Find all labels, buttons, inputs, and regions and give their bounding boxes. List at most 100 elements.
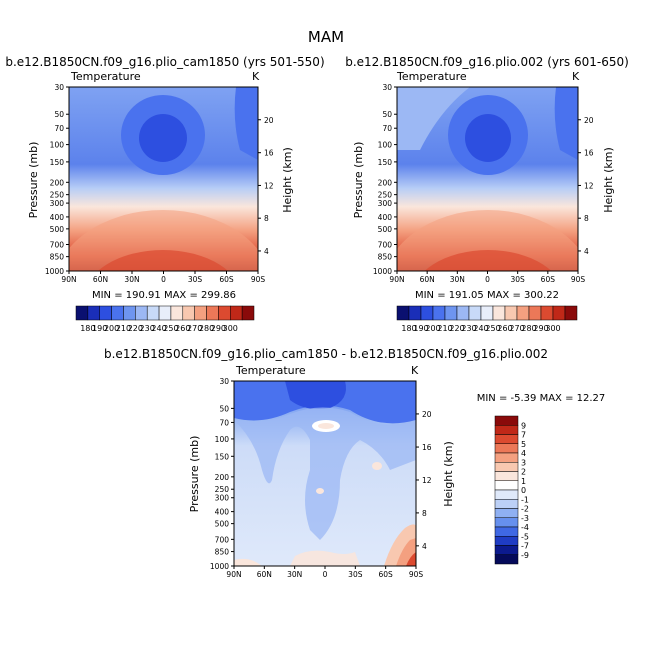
panel-3-xtick-label: 30N — [287, 570, 302, 579]
panel-1-y2tick-label: 20 — [264, 116, 274, 125]
panel-2-ytick-label: 1000 — [373, 267, 392, 276]
panel-1-colorbar-label: 200 — [104, 324, 119, 333]
panel-2-colorbar-label: 280 — [521, 324, 536, 333]
panel-3-colorbar-label: 4 — [521, 449, 526, 458]
panel-1-colorbar-label: 230 — [140, 324, 155, 333]
panel-3-colorbar-label: -1 — [521, 495, 529, 504]
panel-3-plot-area — [234, 381, 416, 566]
panel-3-ytick-label: 300 — [215, 494, 230, 503]
panel-3-colorbar-label: 9 — [521, 421, 526, 430]
panel-1-colorbar-swatch — [170, 305, 184, 321]
panel-3-xtick-label: 60S — [379, 570, 394, 579]
panel-1-colorbar-label: 290 — [211, 324, 226, 333]
panel-2-colorbar-label: 180 — [401, 324, 416, 333]
panel-1-xtick-label: 90N — [61, 275, 76, 284]
panel-2-colorbar-label: 240 — [473, 324, 488, 333]
panel-1-xtick-label: 30N — [124, 275, 139, 284]
panel-2-colorbar-swatch — [456, 305, 470, 321]
panel-2-y2tick-label: 16 — [584, 149, 594, 158]
panel-3-colorbar-swatch — [494, 425, 519, 435]
panel-3-title: b.e12.B1850CN.f09_g16.plio_cam1850 - b.e… — [104, 347, 548, 361]
panel-1-stats: MIN = 190.91 MAX = 299.86 — [92, 290, 236, 301]
panel-2-ytick-label: 400 — [378, 213, 393, 222]
panel-1-colorbar-swatch — [123, 305, 136, 321]
panel-1-colorbar-label: 270 — [187, 324, 202, 333]
panel-2-colorbar-label: 260 — [497, 324, 512, 333]
panel-2-ytick-label: 850 — [378, 253, 393, 262]
panel-3-xtick-label: 60N — [257, 570, 272, 579]
panel-2-colorbar-label: 190 — [413, 324, 428, 333]
figure-title: MAM — [308, 28, 344, 46]
panel-2-colorbar-swatch — [492, 305, 506, 321]
panel-2-colorbar-swatch — [564, 305, 578, 321]
panel-2-colorbar-swatch — [420, 305, 434, 321]
panel-3-xtick-label: 90N — [226, 570, 241, 579]
panel-3-colorbar-label: -2 — [521, 505, 529, 514]
panel-3-y2tick-label: 20 — [422, 410, 432, 419]
panel-1-colorbar-label: 250 — [163, 324, 178, 333]
panel-1-colorbar-label: 180 — [80, 324, 95, 333]
panel-1-ytick-label: 300 — [50, 199, 65, 208]
panel-3-ytick-label: 200 — [215, 473, 230, 482]
panel-3-y2tick-label: 12 — [422, 476, 432, 485]
panel-3-ytick-label: 700 — [215, 535, 230, 544]
panel-1-ytick-label: 100 — [50, 141, 65, 150]
panel-2-ytick-label: 250 — [378, 191, 393, 200]
panel-2-xtick-label: 60S — [541, 275, 556, 284]
panel-1-ytick-label: 200 — [50, 178, 65, 187]
panel-2-colorbar-swatch — [540, 305, 554, 321]
panel-3-ytick-label: 400 — [215, 508, 230, 517]
panel-1-ytick-label: 250 — [50, 191, 65, 200]
panel-3-colorbar-swatch — [494, 452, 519, 463]
panel-1-xtick-label: 60N — [93, 275, 108, 284]
panel-3-stats: MIN = -5.39 MAX = 12.27 — [477, 393, 606, 404]
panel-3-colorbar-label: -5 — [521, 532, 529, 541]
panel-1-y2tick-label: 12 — [264, 181, 274, 190]
panel-3-ytick-label: 250 — [215, 485, 230, 494]
panel-3-ytick-label: 30 — [219, 377, 229, 386]
panel-3-colorbar-label: 1 — [521, 477, 526, 486]
panel-2-colorbar-swatch — [504, 305, 518, 321]
panel-3-colorbar-swatch — [494, 526, 519, 537]
panel-2-colorbar-label: 250 — [485, 324, 500, 333]
panel-2-ylabel: Pressure (mb) — [352, 142, 365, 219]
panel-3-ytick-label: 1000 — [210, 562, 229, 571]
panel-2-xtick-label: 90S — [571, 275, 586, 284]
panel-3-units: K — [411, 364, 419, 377]
panel-1-xtick-label: 0 — [161, 275, 166, 284]
panel-3-ytick-label: 850 — [215, 548, 230, 557]
panel-3-colorbar-label: 7 — [521, 431, 526, 440]
panel-3-colorbar-label: -9 — [521, 551, 529, 560]
panel-1-colorbar-swatch — [99, 305, 112, 321]
panel-3-ytick-label: 150 — [215, 452, 230, 461]
panel-2-colorbar-swatch — [444, 305, 458, 321]
panel-3-colorbar-label: -7 — [521, 542, 529, 551]
panel-1-colorbar-swatch — [241, 305, 255, 321]
panel-1-colorbar-swatch — [75, 305, 89, 321]
panel-2-xtick-label: 60N — [420, 275, 435, 284]
panel-3-y2tick-label: 4 — [422, 542, 427, 551]
panel-2: b.e12.B1850CN.f09_g16.plio.002 (yrs 601-… — [345, 55, 629, 333]
panel-1-ytick-label: 700 — [50, 241, 65, 250]
panel-1-ytick-label: 70 — [54, 124, 64, 133]
panel-2-colorbar-label: 210 — [437, 324, 452, 333]
panel-2-y2tick-label: 20 — [584, 116, 594, 125]
panel-1-colorbar-label: 280 — [199, 324, 214, 333]
panel-3-xtick-label: 90S — [409, 570, 424, 579]
panel-1-ytick-label: 30 — [54, 83, 64, 92]
panel-1-y2tick-label: 4 — [264, 247, 269, 256]
panel-2-colorbar-label: 230 — [461, 324, 476, 333]
panel-2-y2tick-label: 4 — [584, 247, 589, 256]
panel-2-ytick-label: 30 — [382, 83, 392, 92]
panel-1-colorbar-swatch — [87, 305, 100, 321]
panel-2-ytick-label: 100 — [378, 141, 393, 150]
panel-3-ytick-label: 500 — [215, 520, 230, 529]
panel-3-colorbar-swatch — [494, 508, 519, 518]
panel-2-plot-area — [397, 87, 578, 271]
panel-3-colorbar-swatch — [494, 489, 519, 500]
panel-3-colorbar-label: 0 — [521, 486, 526, 495]
panel-3-colorbar-swatch — [494, 434, 519, 444]
panel-2-subtitle: Temperature — [396, 70, 467, 83]
panel-1-ytick-label: 400 — [50, 213, 65, 222]
